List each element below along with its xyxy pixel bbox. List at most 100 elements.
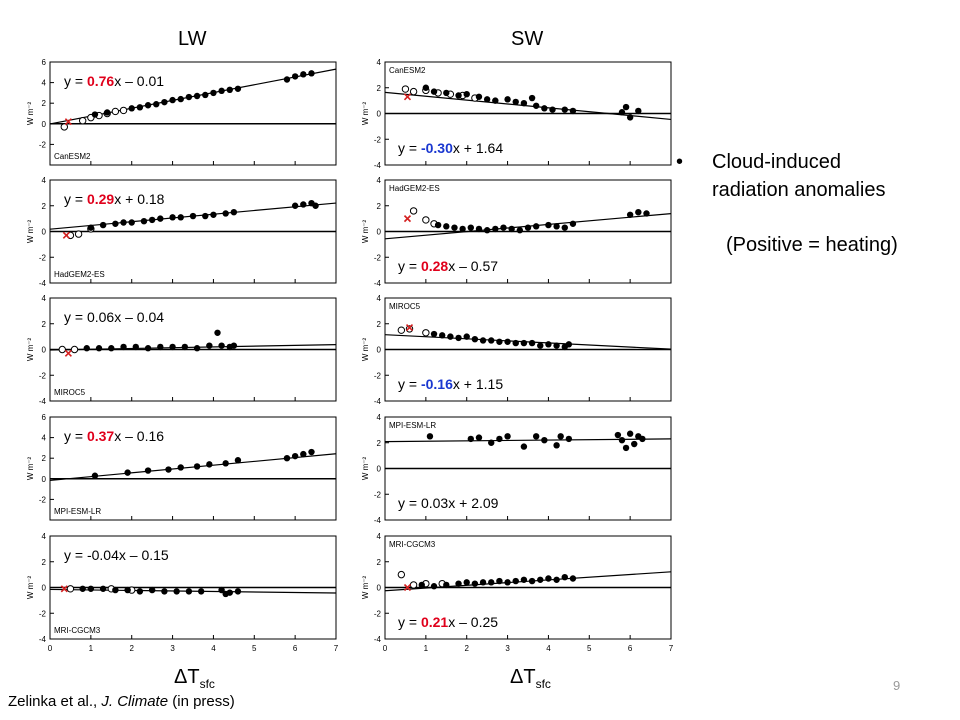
equation-part: 0.18: [137, 191, 164, 207]
open-point: [74, 230, 83, 238]
y-tick-label: 2: [42, 202, 47, 211]
y-tick-label: 4: [377, 532, 382, 541]
filled-point: [483, 96, 491, 103]
regression-equation: y = 0.03x + 2.09: [398, 495, 499, 511]
x-tick-label: 3: [170, 644, 175, 653]
filled-point: [488, 579, 495, 586]
lw-x-axis-label: ΔTsfc: [174, 666, 215, 691]
x-tick-label: 4: [211, 644, 216, 653]
filled-point: [99, 585, 107, 592]
filled-point: [455, 334, 462, 342]
filled-point: [545, 575, 552, 582]
filled-point: [553, 342, 560, 349]
y-tick-label: 2: [377, 202, 382, 211]
filled-point: [467, 224, 474, 231]
model-label: MIROC5: [54, 388, 86, 397]
open-point: [409, 207, 418, 215]
model-label: MRI-CGCM3: [389, 540, 436, 549]
filled-point: [512, 339, 519, 347]
filled-point: [569, 220, 577, 227]
x-tick-label: 2: [464, 644, 469, 653]
x-axis-subscript: sfc: [199, 677, 215, 691]
filled-point: [197, 588, 205, 595]
panel-frame: [49, 416, 337, 521]
filled-point: [210, 211, 217, 218]
y-tick-label: 0: [42, 346, 47, 355]
filled-point: [185, 588, 193, 595]
filled-point: [308, 70, 315, 77]
filled-point: [112, 586, 119, 594]
open-point: [70, 345, 79, 354]
open-point: [409, 581, 418, 589]
x-axis-subscript: sfc: [535, 677, 551, 691]
filled-point: [222, 210, 229, 217]
filled-point: [426, 433, 434, 440]
filled-point: [173, 588, 180, 595]
equation-part: 0.15: [141, 547, 168, 563]
page-number: 9: [893, 678, 901, 693]
red-cross-marker: [62, 231, 70, 239]
x-tick-label: 7: [334, 644, 339, 653]
y-tick-label: 4: [377, 58, 382, 67]
filled-point: [528, 339, 536, 347]
filled-point: [626, 430, 634, 437]
y-tick-label: -2: [39, 371, 47, 380]
model-label: MPI-ESM-LR: [389, 421, 436, 430]
filled-point: [132, 343, 139, 351]
filled-point: [181, 343, 189, 351]
y-tick-label: 6: [42, 58, 47, 67]
regression-equation: y = 0.28x – 0.57: [398, 258, 498, 274]
y-tick-label: -2: [374, 490, 382, 499]
x-tick-label: 2: [129, 644, 134, 653]
filled-point: [210, 89, 217, 97]
filled-point: [496, 338, 503, 345]
equation-part: x +: [453, 140, 476, 156]
x-tick-label: 0: [383, 644, 388, 653]
y-tick-label: -2: [39, 495, 47, 504]
equation-part: 0.21: [421, 614, 448, 630]
filled-point: [455, 92, 462, 99]
filled-point: [430, 330, 438, 338]
filled-point: [177, 464, 184, 471]
equation-part: 1.15: [476, 376, 503, 392]
filled-point: [136, 104, 144, 111]
filled-point: [443, 581, 450, 589]
filled-point: [557, 433, 564, 440]
filled-point: [230, 342, 238, 349]
y-axis-label: W m⁻²: [361, 220, 370, 244]
regression-equation: y = 0.76x – 0.01: [64, 73, 164, 89]
filled-point: [234, 85, 242, 92]
filled-point: [79, 585, 86, 592]
model-label: HadGEM2-ES: [389, 184, 440, 193]
filled-point: [635, 208, 642, 216]
open-point: [422, 216, 430, 224]
filled-point: [120, 219, 127, 226]
filled-point: [635, 107, 642, 115]
model-label: CanESM2: [389, 66, 426, 75]
equation-part: 2.09: [471, 495, 498, 511]
filled-point: [434, 221, 442, 229]
filled-point: [214, 329, 221, 336]
filled-point: [218, 586, 225, 594]
open-point: [58, 345, 66, 354]
filled-point: [455, 580, 462, 587]
regression-line: [384, 334, 672, 350]
sw-column-title: SW: [511, 28, 544, 50]
red-cross-marker: [64, 118, 72, 126]
x-axis-symbol: ΔT: [510, 666, 536, 688]
filled-point: [475, 93, 483, 100]
open-point: [397, 570, 406, 579]
y-tick-label: -4: [374, 635, 382, 644]
filled-point: [87, 585, 95, 592]
y-tick-label: 2: [377, 320, 382, 329]
filled-point: [488, 337, 495, 344]
equation-part: y =: [398, 376, 421, 392]
citation-journal: J. Climate: [101, 693, 169, 710]
filled-point: [108, 345, 115, 352]
filled-point: [283, 76, 291, 83]
filled-point: [537, 576, 544, 583]
filled-point: [148, 216, 156, 224]
panel-sw-canesm2: -4 -2 0 2 4 W m⁻² CanESM2 y = -0.30x + 1.64: [361, 58, 672, 170]
regression-line: [49, 588, 337, 594]
